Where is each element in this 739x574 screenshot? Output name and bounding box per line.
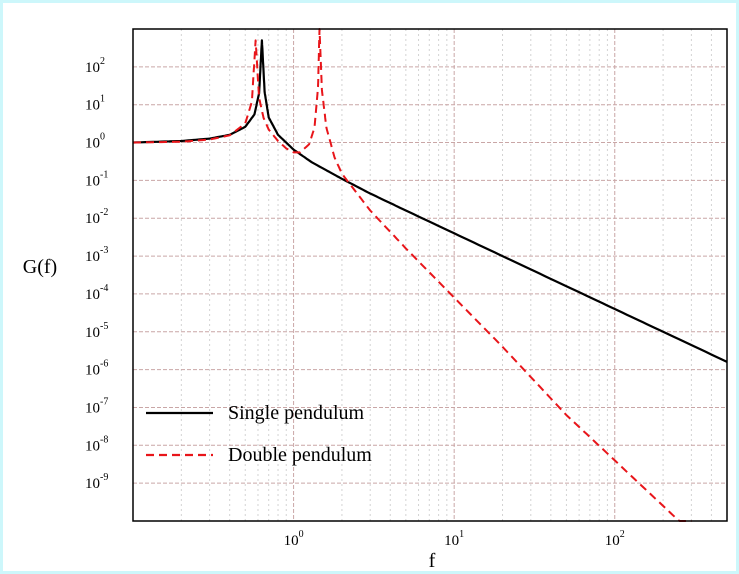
log-log-chart: 100 101 102 10210110010-110-210-310-410-51…: [23, 28, 728, 571]
y-tick-label: 10-9: [85, 472, 108, 492]
series-layer: [132, 28, 728, 522]
x-axis-label: f: [429, 550, 436, 571]
legend: Single pendulum Double pendulum: [146, 402, 372, 466]
chart-figure: 100 101 102 102 101 100 10-1 10-2 10-3 10-4 10-5 1…: [3, 3, 736, 571]
y-tick-label: 10-7: [85, 396, 108, 416]
legend-label-single: Single pendulum: [228, 402, 365, 424]
y-tick-label: 10-4: [85, 283, 108, 303]
y-tick-label: 10-2: [85, 207, 108, 227]
plot-frame: [132, 28, 728, 522]
y-tick-label: 10-6: [85, 359, 108, 379]
x-tick-label: 101: [444, 529, 464, 549]
y-tick-label: 100: [85, 132, 105, 152]
y-axis-label: G(f): [23, 256, 57, 278]
x-tick-label: 102: [605, 529, 625, 549]
y-tick-label: 101: [85, 94, 105, 114]
y-tick-label: 10-5: [85, 321, 108, 341]
grid: [133, 29, 727, 521]
series-line-double-pendulum: [133, 28, 692, 522]
y-tick-labels: 102 101 100 10-1 10-2 10-3 10-4 10-5 10-6 10-7 10-…: [85, 56, 108, 492]
y-tick-label: 10-1: [85, 169, 108, 189]
legend-label-double: Double pendulum: [228, 444, 372, 466]
y-tick-label: 10-3: [85, 245, 108, 265]
y-tick-label: 102: [85, 56, 105, 76]
series-line-single-pendulum: [132, 39, 728, 363]
x-tick-labels: 100 101 102: [284, 529, 625, 549]
y-tick-label: 10-8: [85, 434, 108, 454]
x-tick-label: 100: [284, 529, 304, 549]
